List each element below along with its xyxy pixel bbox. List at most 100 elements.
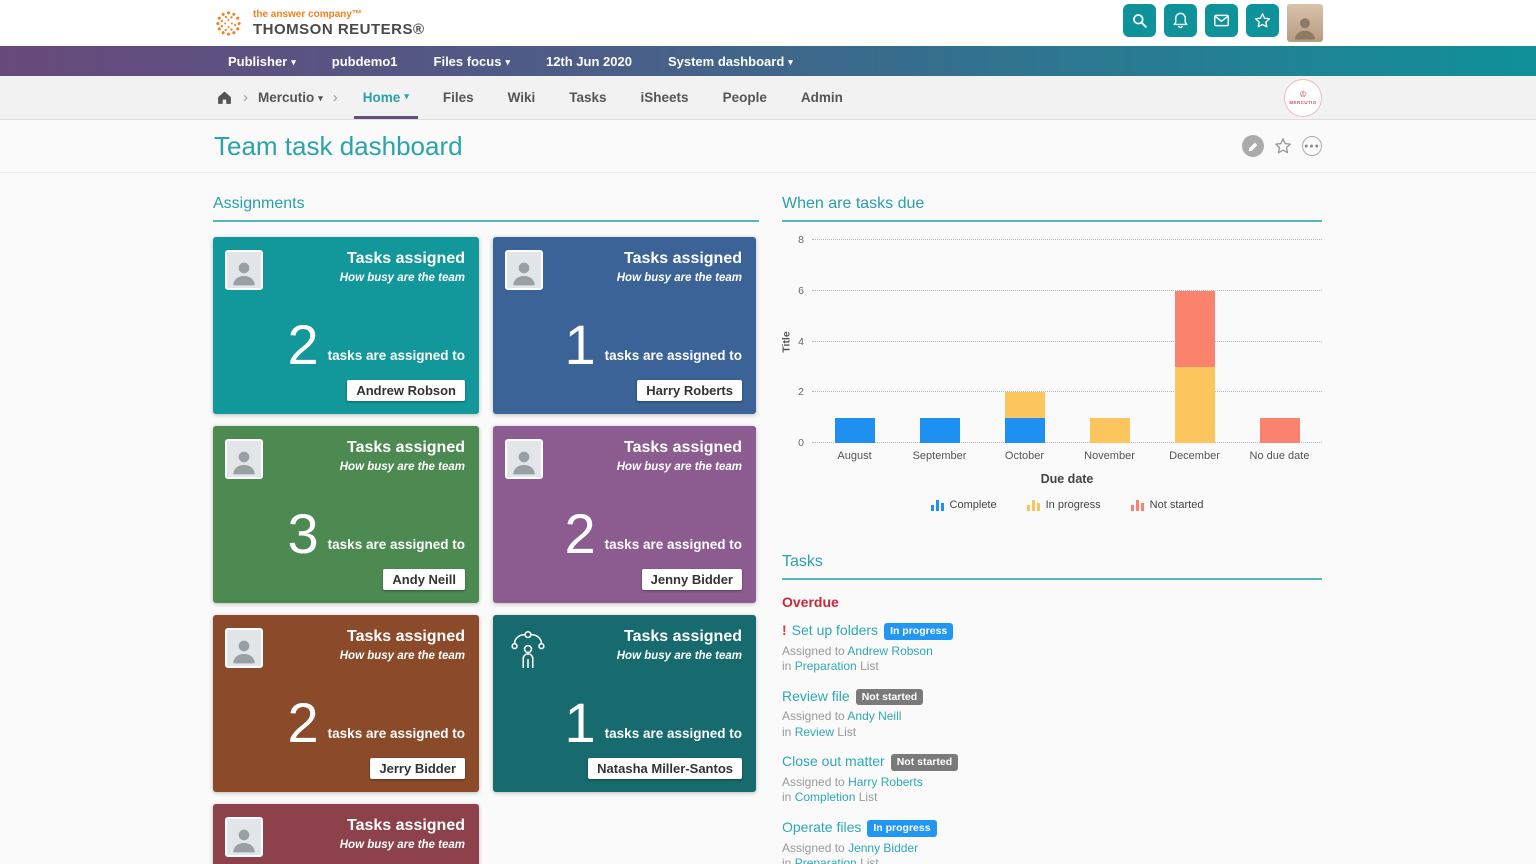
assignee-link[interactable]: Jenny Bidder	[848, 840, 919, 855]
assigned-to-label: Assigned to	[782, 643, 845, 658]
thomson-reuters-logo-icon	[216, 10, 241, 36]
x-tick-label: September	[912, 450, 967, 462]
assignments-heading: Assignments	[213, 195, 759, 222]
y-tick-label: 2	[798, 386, 804, 399]
gridline	[812, 289, 1322, 291]
tab-admin[interactable]: Admin	[800, 90, 843, 105]
task-title-link[interactable]: Close out matter	[782, 753, 885, 770]
gridline	[812, 239, 1322, 240]
nav-system-dashboard[interactable]: System dashboard ▾	[667, 53, 793, 69]
gridline	[812, 340, 1322, 342]
favorites-button[interactable]	[1246, 4, 1279, 37]
search-icon	[1133, 14, 1147, 28]
x-tick-label: August	[837, 450, 872, 462]
avatar-silhouette-icon	[513, 451, 535, 475]
assignment-card: Tasks assigned How busy are the team tas…	[213, 804, 479, 864]
user-avatar	[225, 628, 263, 668]
bell-icon	[1173, 12, 1188, 29]
avatar-silhouette-icon	[233, 262, 255, 286]
favorite-dashboard-button[interactable]	[1273, 136, 1293, 156]
bar-segment-complete	[834, 417, 875, 443]
y-tick-label: 6	[798, 284, 804, 297]
y-axis-title: Title	[780, 330, 793, 353]
task-item: Operate files In progress Assigned to Jen…	[782, 819, 1322, 864]
x-tick-label: November	[1084, 450, 1135, 462]
bar-october	[1004, 240, 1045, 443]
mercutio-crest-icon: ♔	[1298, 89, 1308, 99]
assignment-card: Tasks assigned How busy are the team 3 t…	[213, 426, 479, 603]
site-logo-mercutio[interactable]: ♔ MERCUTIO	[1284, 78, 1322, 117]
when-tasks-due-heading: When are tasks due	[782, 195, 1322, 222]
assignee-name-chip[interactable]: Andy Neill	[383, 569, 465, 590]
nav-pubdemo1[interactable]: pubdemo1	[331, 53, 398, 69]
chart-x-labels: August September October November December No…	[812, 450, 1322, 462]
bar-segment-not-started	[1259, 417, 1300, 443]
y-tick-label: 0	[798, 437, 804, 449]
home-button[interactable]	[216, 89, 233, 106]
messages-button[interactable]	[1205, 4, 1238, 37]
bar-segment-not-started	[1174, 290, 1215, 367]
card-title: Tasks assigned	[624, 250, 742, 267]
tasks-section: Tasks Overdue ! Set up folders In progress…	[782, 553, 1322, 864]
star-outline-icon	[1275, 138, 1291, 154]
legend-bars-icon	[1026, 500, 1040, 511]
nav-files-focus[interactable]: Files focus ▾	[433, 53, 510, 69]
user-avatar	[505, 250, 543, 290]
task-count: 1	[564, 313, 596, 376]
chevron-down-icon: ▾	[318, 93, 323, 103]
list-label: List	[837, 724, 857, 739]
overdue-group-heading: Overdue	[782, 594, 839, 610]
user-avatar[interactable]	[1287, 4, 1323, 42]
x-tick-label: October	[1004, 450, 1045, 462]
tab-home[interactable]: Home ▾	[346, 76, 426, 119]
assignee-link[interactable]: Andy Neill	[847, 709, 902, 724]
task-title-link[interactable]: Set up folders	[791, 622, 879, 638]
card-text: tasks are assigned to	[327, 536, 465, 552]
user-avatar	[225, 817, 263, 857]
task-status-badge: Not started	[855, 688, 924, 706]
list-link[interactable]: Preparation	[794, 659, 857, 674]
nav-date[interactable]: 12th Jun 2020	[545, 53, 632, 69]
tab-people[interactable]: People	[722, 90, 767, 105]
legend-item-complete: Complete	[930, 499, 997, 511]
search-button[interactable]	[1123, 4, 1156, 37]
task-title-link[interactable]: Operate files	[782, 819, 862, 836]
assignment-card: Tasks assigned How busy are the team 2 t…	[213, 615, 479, 792]
breadcrumb-site-menu[interactable]: Mercutio ▾	[258, 90, 323, 105]
card-title: Tasks assigned	[347, 628, 465, 645]
assignee-name-chip[interactable]: Jerry Bidder	[370, 758, 465, 779]
brand-name: THOMSON REUTERS®	[253, 20, 425, 38]
tab-files[interactable]: Files	[442, 90, 474, 105]
avatar-silhouette-icon	[513, 262, 535, 286]
assigned-to-label: Assigned to	[782, 709, 845, 724]
assignee-name-chip[interactable]: Natasha Miller-Santos	[588, 758, 742, 779]
assignee-link[interactable]: Andrew Robson	[847, 643, 933, 658]
right-column: When are tasks due Title 0 2 4 6 8 August Sep…	[780, 195, 1322, 864]
assignee-name-chip[interactable]: Jenny Bidder	[641, 569, 742, 590]
gridline	[812, 391, 1322, 393]
list-link[interactable]: Preparation	[794, 856, 857, 864]
nav-publisher[interactable]: Publisher ▾	[228, 53, 296, 69]
list-link[interactable]: Review	[794, 724, 835, 739]
card-text: tasks are assigned to	[604, 536, 742, 552]
tab-wiki[interactable]: Wiki	[507, 90, 536, 105]
assignee-name-chip[interactable]: Andrew Robson	[347, 380, 465, 401]
assignment-card: Tasks assigned How busy are the team 1 t…	[493, 237, 756, 414]
main-nav: Publisher ▾ pubdemo1 Files focus ▾ 12th Ju…	[0, 46, 1536, 76]
card-title: Tasks assigned	[347, 250, 465, 267]
list-link[interactable]: Completion	[794, 790, 856, 805]
card-subtitle: How busy are the team	[339, 461, 465, 473]
notifications-button[interactable]	[1164, 4, 1197, 37]
tab-tasks[interactable]: Tasks	[569, 90, 607, 105]
bar-segment-complete	[1004, 417, 1045, 443]
assignee-name-chip[interactable]: Harry Roberts	[637, 380, 742, 401]
edit-dashboard-button[interactable]	[1242, 135, 1264, 157]
task-title-link[interactable]: Review file	[782, 687, 850, 704]
tab-isheets[interactable]: iSheets	[640, 90, 689, 105]
more-options-button[interactable]: ●●●	[1302, 136, 1322, 156]
assignee-link[interactable]: Harry Roberts	[848, 774, 923, 789]
page-title: Team task dashboard	[214, 130, 463, 161]
bar-segment-in-progress	[1089, 417, 1130, 443]
bar-december	[1174, 240, 1215, 443]
in-label: in	[782, 790, 792, 805]
